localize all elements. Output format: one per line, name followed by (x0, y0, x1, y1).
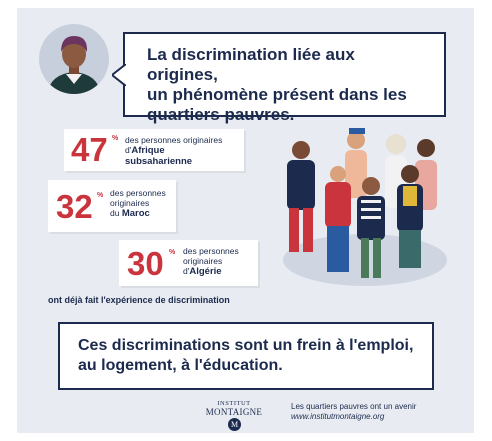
conclusion-line-1: Ces discriminations sont un frein à l'em… (78, 337, 414, 354)
stat-value: 32 (56, 188, 93, 225)
stat-percent-sign: % (97, 192, 104, 199)
conclusion-line-2: au logement, à l'éducation. (78, 357, 283, 374)
stat-card-afrique: 47 % des personnes originaires d'Afrique… (64, 129, 244, 171)
stat-description: des personnes originaires d'Afrique subs… (125, 135, 223, 167)
infographic-card: La discrimination liée aux origines, un … (17, 8, 474, 433)
headline-bubble: La discrimination liée aux origines, un … (112, 32, 446, 124)
stat-value: 47 (71, 131, 108, 168)
stat-card-algerie: 30 % des personnes originaires d'Algérie (119, 240, 258, 286)
stat-description: des personnes originaires d'Algérie (183, 246, 239, 277)
conclusion-box: Ces discriminations sont un frein à l'em… (58, 322, 434, 390)
crowd-illustration-icon (283, 128, 447, 286)
stat-card-maroc: 32 % des personnes originaires du Maroc (48, 180, 176, 232)
footer-tagline: Les quartiers pauvres ont un avenir (291, 402, 417, 411)
footer-url-link[interactable]: www.institutmontaigne.org (291, 412, 385, 421)
logo-mark-icon (228, 418, 241, 431)
stat-percent-sign: % (112, 135, 119, 142)
headline-line-3: quartiers pauvres. (147, 105, 295, 124)
headline-line-1: La discrimination liée aux origines, (147, 45, 355, 84)
headline-line-2: un phénomène présent dans les (147, 85, 407, 104)
stat-description: des personnes originaires du Maroc (110, 188, 166, 219)
stat-value: 30 (127, 245, 164, 282)
logo-montaigne: MONTAIGNE (205, 407, 263, 417)
stat-percent-sign: % (169, 249, 176, 256)
person-avatar-icon (39, 24, 109, 94)
speech-tail-icon (112, 64, 126, 86)
stats-caption: ont déjà fait l'expérience de discrimina… (48, 295, 230, 305)
logo-institut: INSTITUT (217, 400, 251, 407)
logo-mark-letter: M (230, 420, 239, 429)
